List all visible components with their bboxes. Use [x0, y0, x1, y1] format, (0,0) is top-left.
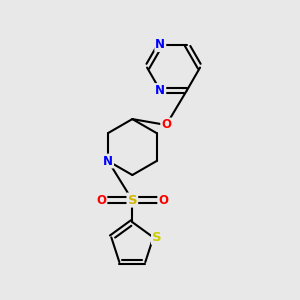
Text: O: O [161, 118, 171, 131]
Text: S: S [128, 194, 137, 207]
Text: N: N [155, 84, 165, 97]
Text: O: O [158, 194, 168, 207]
Text: S: S [152, 231, 162, 244]
Text: O: O [96, 194, 106, 207]
Text: N: N [155, 38, 165, 51]
Text: N: N [103, 154, 113, 167]
